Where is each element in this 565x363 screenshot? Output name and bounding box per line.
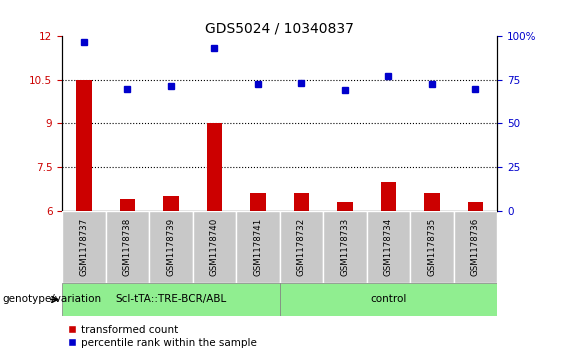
- Bar: [280, 283, 497, 316]
- Bar: [381, 182, 396, 211]
- Bar: [236, 211, 280, 283]
- Bar: [193, 211, 236, 283]
- Bar: [410, 211, 454, 283]
- Text: GSM1178738: GSM1178738: [123, 218, 132, 276]
- Bar: [424, 193, 440, 211]
- Bar: [280, 211, 323, 283]
- Text: genotype/variation: genotype/variation: [3, 294, 102, 305]
- Bar: [294, 193, 309, 211]
- Bar: [149, 211, 193, 283]
- Text: GSM1178739: GSM1178739: [167, 218, 175, 276]
- Text: GSM1178732: GSM1178732: [297, 218, 306, 276]
- Bar: [106, 211, 149, 283]
- Bar: [337, 202, 353, 211]
- Title: GDS5024 / 10340837: GDS5024 / 10340837: [205, 21, 354, 35]
- Bar: [250, 193, 266, 211]
- Bar: [323, 211, 367, 283]
- Text: GSM1178736: GSM1178736: [471, 218, 480, 276]
- Text: GSM1178737: GSM1178737: [80, 218, 88, 276]
- Text: control: control: [370, 294, 407, 305]
- Text: GSM1178740: GSM1178740: [210, 218, 219, 276]
- Text: GSM1178735: GSM1178735: [428, 218, 436, 276]
- Legend: transformed count, percentile rank within the sample: transformed count, percentile rank withi…: [67, 325, 257, 348]
- Text: GSM1178741: GSM1178741: [254, 218, 262, 276]
- Bar: [62, 211, 106, 283]
- Bar: [454, 211, 497, 283]
- Bar: [367, 211, 410, 283]
- Bar: [468, 202, 483, 211]
- Text: GSM1178734: GSM1178734: [384, 218, 393, 276]
- Bar: [62, 283, 280, 316]
- Text: GSM1178733: GSM1178733: [341, 218, 349, 276]
- Bar: [76, 80, 92, 211]
- Text: ScI-tTA::TRE-BCR/ABL: ScI-tTA::TRE-BCR/ABL: [115, 294, 227, 305]
- Bar: [120, 199, 135, 211]
- Bar: [163, 196, 179, 211]
- Bar: [207, 123, 222, 211]
